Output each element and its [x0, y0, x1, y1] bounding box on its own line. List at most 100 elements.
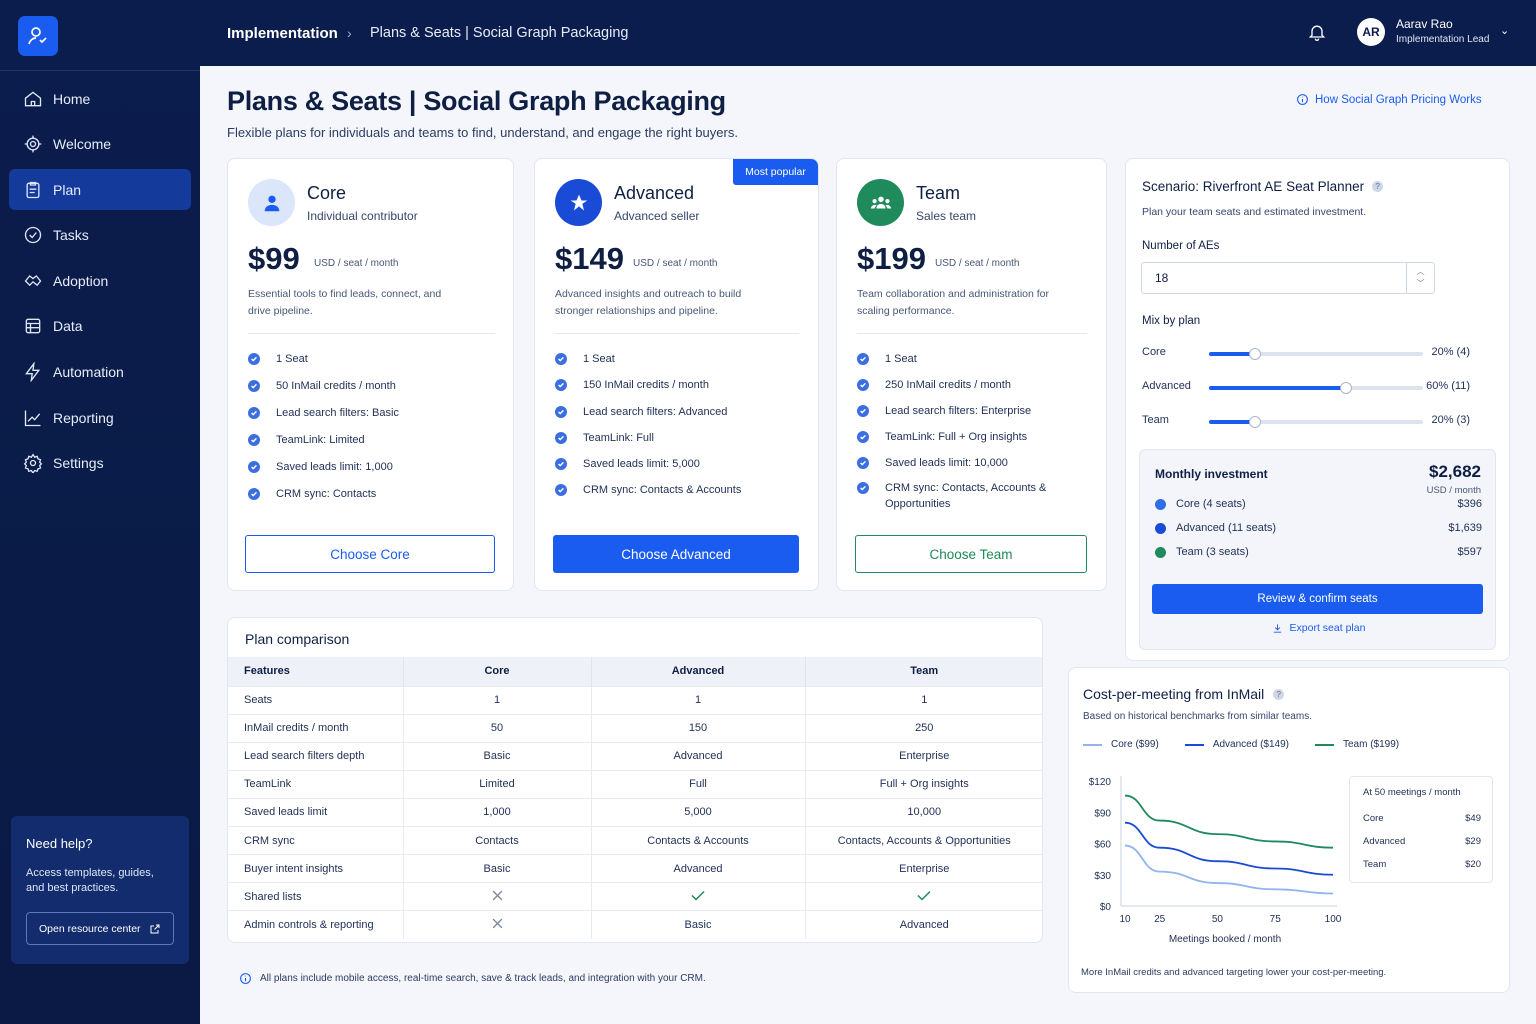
plan-description: Team collaboration and administration fo… — [857, 288, 1050, 317]
check-circle-icon — [24, 227, 42, 244]
plan-feature: CRM sync: Contacts & Accounts — [555, 482, 785, 498]
app-logo[interactable] — [18, 16, 58, 56]
table-cell: Basic — [591, 910, 806, 939]
choose-core-button[interactable]: Choose Core — [245, 535, 495, 573]
user-logo-icon — [28, 27, 47, 45]
column-header: Features — [228, 657, 404, 686]
feature-text: Lead search filters: Enterprise — [885, 405, 1032, 417]
export-seat-plan-link[interactable]: Export seat plan — [1140, 622, 1497, 634]
question-icon[interactable]: ? — [1273, 688, 1285, 700]
table-icon — [25, 319, 41, 334]
check-circle-icon — [248, 461, 260, 473]
chevron-down-icon[interactable]: ⌄ — [1500, 25, 1510, 37]
investment-line: Team (3 seats) $597 — [1155, 546, 1482, 558]
x-tick-label: 10 — [1119, 914, 1131, 925]
breadcrumb-root[interactable]: Implementation — [227, 25, 338, 42]
table-row: Seats 1 1 1 — [228, 685, 1042, 715]
sidebar-item-automation[interactable]: Automation — [9, 352, 191, 393]
check-circle-icon — [248, 353, 260, 365]
sidebar-item-label: Home — [53, 90, 91, 107]
table-row: Shared lists — [228, 882, 1042, 911]
summary-row: Core $49 — [1363, 813, 1481, 824]
feature-name-cell: CRM sync — [228, 825, 404, 855]
mix-row-advanced: Advanced 60% (11) — [1142, 380, 1486, 396]
chevron-up-icon[interactable]: ︿ — [1416, 267, 1425, 276]
legend-item: Core ($99) — [1083, 739, 1159, 750]
plan-feature: 50 InMail credits / month — [248, 378, 478, 394]
x-tick-label: 75 — [1270, 914, 1282, 925]
sidebar-item-settings[interactable]: Settings — [9, 443, 191, 484]
plan-feature: TeamLink: Limited — [248, 432, 478, 448]
plan-name: Team — [916, 183, 961, 203]
choose-team-button[interactable]: Choose Team — [855, 535, 1087, 573]
feature-text: Saved leads limit: 1,000 — [276, 461, 393, 473]
star-icon — [570, 194, 587, 210]
external-link-icon — [150, 924, 160, 933]
sidebar-item-welcome[interactable]: Welcome — [9, 124, 191, 165]
table-cell: 50 — [403, 713, 592, 743]
sidebar-item-label: Plan — [53, 181, 82, 198]
quantity-stepper[interactable]: ︿ ﹀ — [1406, 263, 1434, 293]
user-icon — [264, 195, 279, 211]
investment-label: Advanced (11 seats) — [1176, 522, 1277, 534]
chevron-down-icon[interactable]: ﹀ — [1416, 279, 1425, 288]
mix-slider[interactable] — [1209, 348, 1423, 360]
sidebar-item-adoption[interactable]: Adoption — [9, 260, 191, 301]
check-circle-icon — [857, 482, 869, 494]
sidebar-item-data[interactable]: Data — [9, 306, 191, 347]
plan-comparison-card: Plan comparison Features Core Advanced T… — [227, 617, 1043, 943]
chart-icon — [24, 410, 41, 426]
investment-label: Team (3 seats) — [1176, 546, 1249, 558]
cpm-title-text: Cost-per-meeting from InMail — [1083, 686, 1265, 702]
review-confirm-button[interactable]: Review & confirm seats — [1152, 584, 1483, 614]
aes-input[interactable]: 18 ︿ ﹀ — [1141, 262, 1435, 294]
mix-label: Mix by plan — [1142, 315, 1201, 327]
column-header: Core — [403, 657, 592, 686]
choose-advanced-button[interactable]: Choose Advanced — [553, 535, 799, 573]
sidebar-item-home[interactable]: Home — [9, 78, 191, 119]
plan-feature: Saved leads limit: 5,000 — [555, 456, 785, 472]
help-panel: Need help? Access templates, guides, and… — [11, 816, 189, 964]
avatar[interactable]: AR — [1357, 18, 1385, 46]
summary-label: Team — [1363, 859, 1387, 870]
investment-amount: $597 — [1457, 546, 1482, 558]
mix-slider[interactable] — [1209, 382, 1423, 394]
feature-name-cell: Buyer intent insights — [228, 854, 404, 883]
slider-handle[interactable] — [1248, 416, 1261, 428]
mix-row-core: Core 20% (4) — [1142, 346, 1486, 362]
table-cell: Advanced — [591, 854, 806, 883]
table-header-row: Features Core Advanced Team — [228, 657, 1042, 686]
table-cell: Contacts — [403, 825, 592, 855]
plan-color-dot — [1155, 522, 1166, 534]
table-cell: Full + Org insights — [805, 769, 1042, 799]
table-cell: Contacts, Accounts & Opportunities — [805, 825, 1042, 855]
slider-handle[interactable] — [1248, 348, 1261, 360]
sidebar-item-reporting[interactable]: Reporting — [9, 397, 191, 438]
open-resource-center-button[interactable]: Open resource center — [26, 912, 174, 945]
question-icon[interactable]: ? — [1372, 181, 1384, 192]
plan-feature: CRM sync: Contacts, Accounts & Opportuni… — [857, 480, 1047, 512]
pricing-help-link[interactable]: How Social Graph Pricing Works — [1296, 93, 1482, 106]
slider-handle[interactable] — [1339, 382, 1352, 394]
table-row: CRM sync Contacts Contacts & Accounts Conta… — [228, 825, 1042, 855]
table-cell: Enterprise — [805, 741, 1042, 771]
sidebar-divider — [0, 70, 200, 71]
summary-value: $49 — [1465, 813, 1481, 824]
plan-card-team: Team Sales team $199 USD / seat / month … — [836, 158, 1107, 591]
bell-icon[interactable] — [1307, 22, 1327, 42]
plan-price: $99 — [248, 241, 300, 276]
mix-slider[interactable] — [1209, 416, 1423, 428]
sidebar-item-label: Tasks — [53, 227, 89, 244]
pricing-help-label: How Social Graph Pricing Works — [1315, 93, 1482, 106]
sidebar-item-plan[interactable]: Plan — [9, 169, 191, 211]
table-row: TeamLink Limited Full Full + Org insights — [228, 769, 1042, 799]
cpm-line-chart: $0 $30 $60 $90 $120 10 25 50 75 100 Meetings booke… — [1089, 776, 1342, 945]
legend-label: Team ($199) — [1342, 739, 1400, 750]
plan-feature: TeamLink: Full + Org insights — [857, 429, 1047, 445]
help-title: Need help? — [26, 836, 93, 851]
summary-label: Advanced — [1363, 836, 1406, 847]
plan-feature: TeamLink: Full — [555, 430, 785, 446]
table-cell: Advanced — [591, 741, 806, 771]
sidebar-item-tasks[interactable]: Tasks — [9, 215, 191, 256]
legend-item: Team ($199) — [1314, 739, 1400, 750]
